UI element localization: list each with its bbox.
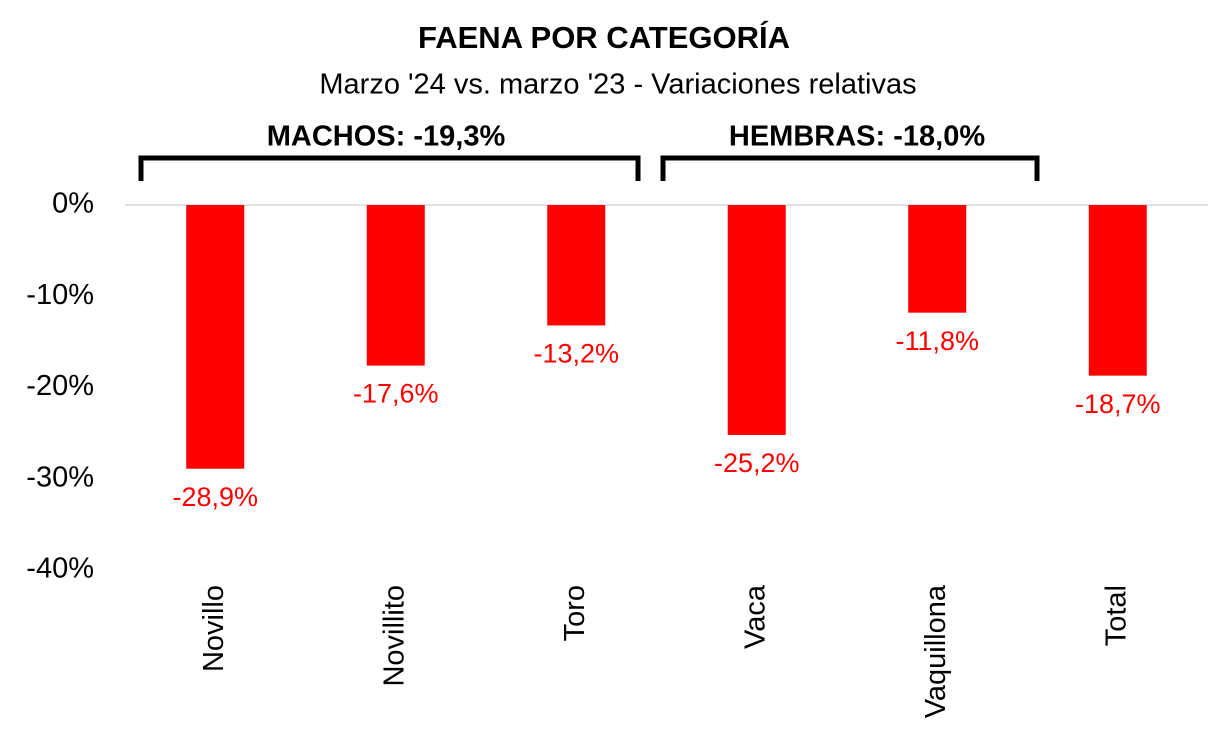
y-tick-label: 0% [52, 188, 94, 220]
bar [1088, 205, 1147, 376]
chart-title: FAENA POR CATEGORÍA [418, 20, 790, 55]
bar [727, 205, 786, 435]
x-tick-label: Vaquillona [920, 584, 952, 718]
x-tick-label: Toro [559, 585, 591, 641]
group-label: MACHOS: -19,3% [267, 121, 506, 153]
x-tick-label: Novillito [378, 585, 410, 687]
y-tick-label: -10% [26, 279, 94, 311]
x-tick-label: Vaca [739, 584, 771, 649]
group-bracket [138, 155, 641, 181]
group-bracket [660, 155, 1040, 181]
y-tick-label: -30% [26, 461, 94, 493]
value-label: -17,6% [353, 379, 439, 409]
x-tick-label: Total [1100, 585, 1132, 646]
x-tick-label: Novillo [198, 585, 230, 672]
group-label: HEMBRAS: -18,0% [729, 121, 985, 153]
bar [186, 205, 245, 469]
bar [908, 205, 967, 313]
bar [547, 205, 606, 326]
value-label: -18,7% [1075, 389, 1161, 419]
value-label: -28,9% [172, 482, 258, 512]
y-tick-label: -40% [26, 553, 94, 585]
value-label: -25,2% [714, 448, 800, 478]
chart-subtitle: Marzo '24 vs. marzo '23 - Variaciones re… [319, 69, 916, 101]
bar [366, 205, 425, 366]
value-label: -13,2% [533, 339, 619, 369]
value-label: -11,8% [895, 326, 979, 356]
y-tick-label: -20% [26, 370, 94, 402]
